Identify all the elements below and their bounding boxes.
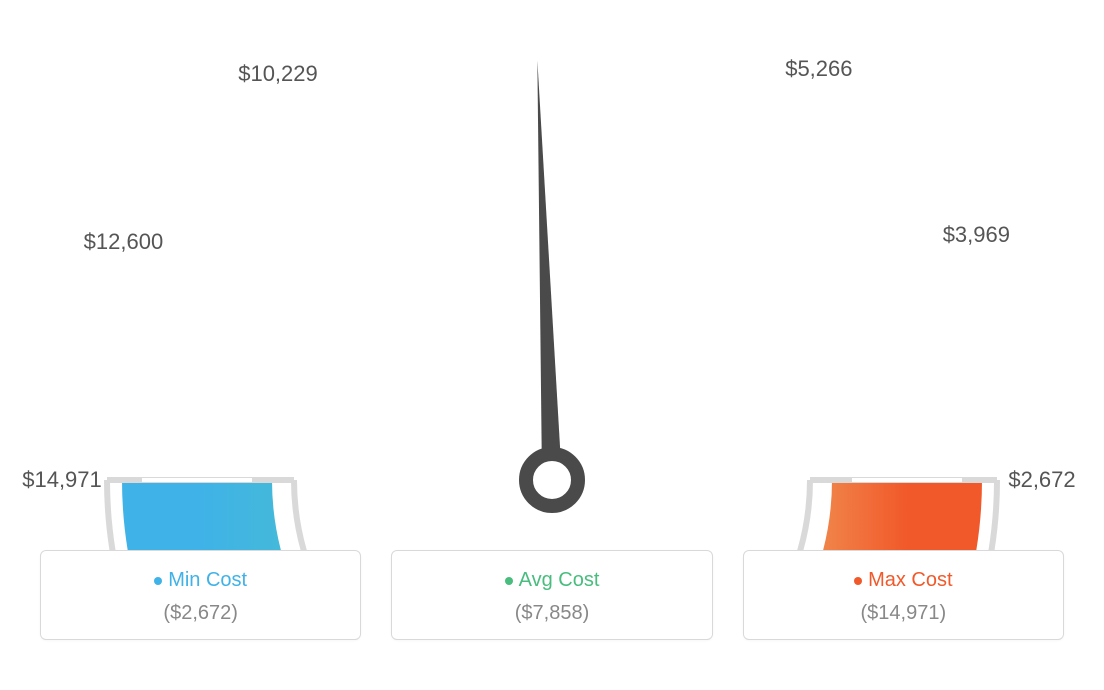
legend-value-min: ($2,672) (51, 602, 350, 625)
legend-row: Min Cost ($2,672) Avg Cost ($7,858) Max … (0, 550, 1104, 670)
legend-label-avg: Avg Cost (519, 569, 600, 591)
gauge-tick-label: $14,971 (22, 467, 102, 493)
gauge-tick-label: $12,600 (84, 229, 164, 255)
legend-label-max: Max Cost (868, 569, 952, 591)
legend-value-avg: ($7,858) (402, 602, 701, 625)
legend-title-min: Min Cost (51, 569, 350, 592)
gauge-tick-label: $7,858 (518, 0, 585, 3)
legend-value-max: ($14,971) (754, 602, 1053, 625)
legend-card-min: Min Cost ($2,672) (40, 550, 361, 640)
legend-dot-min (154, 577, 162, 585)
legend-title-max: Max Cost (754, 569, 1053, 592)
legend-title-avg: Avg Cost (402, 569, 701, 592)
legend-label-min: Min Cost (168, 569, 247, 591)
gauge-svg (0, 0, 1104, 550)
legend-card-max: Max Cost ($14,971) (743, 550, 1064, 640)
gauge-tick-label: $10,229 (238, 61, 318, 87)
gauge-tick-label: $5,266 (785, 56, 852, 82)
gauge-chart: $2,672 $3,969 $5,266 $7,858 $10,229 $12,600 $1… (0, 0, 1104, 550)
legend-dot-max (854, 577, 862, 585)
gauge-tick-label: $3,969 (943, 222, 1010, 248)
gauge-tick-label: $2,672 (1008, 467, 1075, 493)
legend-dot-avg (505, 577, 513, 585)
legend-card-avg: Avg Cost ($7,858) (391, 550, 712, 640)
